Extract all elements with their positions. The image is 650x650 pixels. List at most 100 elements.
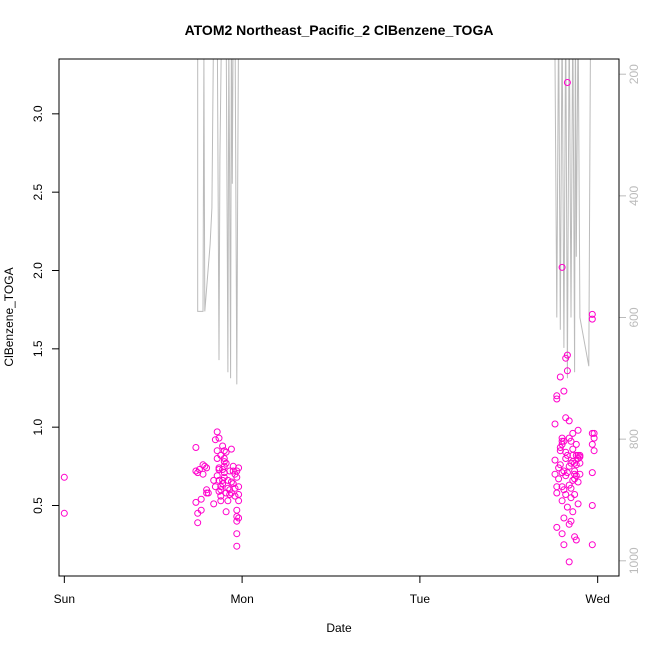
data-point xyxy=(560,467,568,475)
data-point xyxy=(219,442,227,450)
data-point xyxy=(217,486,225,494)
data-point xyxy=(567,517,575,525)
data-point xyxy=(569,429,577,437)
data-point xyxy=(565,417,573,425)
data-point xyxy=(576,459,584,467)
right-tick-label: 600 xyxy=(627,307,641,327)
data-point xyxy=(235,464,243,472)
data-point xyxy=(563,503,571,511)
data-point xyxy=(215,434,223,442)
data-point xyxy=(558,497,566,505)
data-point xyxy=(222,459,230,467)
data-point xyxy=(563,351,571,359)
data-point xyxy=(556,461,564,469)
y-tick-label: 2.5 xyxy=(31,184,45,201)
data-point xyxy=(588,541,596,549)
x-tick-label: Wed xyxy=(585,592,609,606)
data-point xyxy=(560,541,568,549)
data-point xyxy=(551,470,559,478)
data-point xyxy=(572,536,580,544)
line-segment-0 xyxy=(197,59,239,385)
data-point xyxy=(567,494,575,502)
data-point xyxy=(567,484,575,492)
data-point xyxy=(588,502,596,509)
data-point xyxy=(571,491,579,498)
data-point xyxy=(213,472,221,480)
y-tick-label: 3.0 xyxy=(31,105,45,122)
data-point xyxy=(220,447,228,455)
data-point xyxy=(567,437,575,445)
data-point xyxy=(560,437,568,445)
data-point xyxy=(571,470,579,478)
data-point xyxy=(560,387,568,395)
data-point xyxy=(562,491,570,498)
data-point xyxy=(199,470,207,478)
axes: Sun Mon Tue Wed 0.5 1.0 1.5 2.0 2.5 3.0 200 400 600 8… xyxy=(31,64,641,606)
data-point xyxy=(560,486,568,494)
data-point xyxy=(213,428,221,436)
data-point xyxy=(235,514,243,522)
data-point xyxy=(229,480,237,488)
data-point xyxy=(227,445,235,453)
data-point xyxy=(576,470,584,478)
data-point xyxy=(553,523,561,531)
right-tick-label: 200 xyxy=(627,64,641,84)
scatter-series xyxy=(60,79,598,566)
data-point xyxy=(204,489,212,497)
x-axis-label: Date xyxy=(326,621,352,635)
data-point xyxy=(571,467,579,475)
data-point xyxy=(233,542,241,550)
data-point xyxy=(195,466,203,473)
data-point xyxy=(588,310,596,318)
x-tick-label: Sun xyxy=(54,592,75,606)
data-point xyxy=(551,456,559,464)
data-point xyxy=(233,506,241,514)
data-point xyxy=(220,458,228,466)
data-point xyxy=(197,495,205,503)
data-point xyxy=(235,491,243,498)
data-point xyxy=(222,508,230,516)
data-point xyxy=(590,429,598,437)
y-tick-label: 0.5 xyxy=(31,497,45,514)
data-point xyxy=(231,492,239,500)
data-point xyxy=(572,472,580,480)
data-point xyxy=(563,79,571,86)
data-point xyxy=(211,483,219,491)
data-point xyxy=(563,469,571,477)
data-point xyxy=(553,489,561,497)
data-point xyxy=(227,478,235,486)
data-point xyxy=(571,459,579,467)
data-point xyxy=(572,440,580,448)
data-point xyxy=(588,440,596,448)
x-tick-label: Tue xyxy=(410,592,431,606)
data-point xyxy=(574,426,582,434)
data-point xyxy=(192,467,200,475)
data-point xyxy=(60,473,68,481)
data-point xyxy=(222,448,230,456)
data-point xyxy=(194,519,202,527)
data-point xyxy=(588,469,596,477)
data-point xyxy=(560,514,568,522)
data-point xyxy=(203,464,211,472)
x-tick-label: Mon xyxy=(230,592,253,606)
y-tick-label: 1.5 xyxy=(31,340,45,357)
data-point xyxy=(574,500,582,508)
data-point xyxy=(555,475,563,483)
data-point xyxy=(233,513,241,520)
data-point xyxy=(226,467,234,475)
data-point xyxy=(563,451,571,459)
right-tick-label: 800 xyxy=(627,429,641,449)
data-point xyxy=(60,509,68,517)
data-point xyxy=(224,476,232,484)
data-point xyxy=(574,478,582,486)
data-point xyxy=(217,497,225,505)
data-point xyxy=(553,392,561,400)
data-point xyxy=(588,315,596,323)
data-point xyxy=(211,436,219,444)
data-point xyxy=(219,480,227,488)
data-point xyxy=(235,483,243,491)
data-point xyxy=(220,455,228,462)
data-point xyxy=(197,506,205,514)
data-point xyxy=(590,434,598,442)
